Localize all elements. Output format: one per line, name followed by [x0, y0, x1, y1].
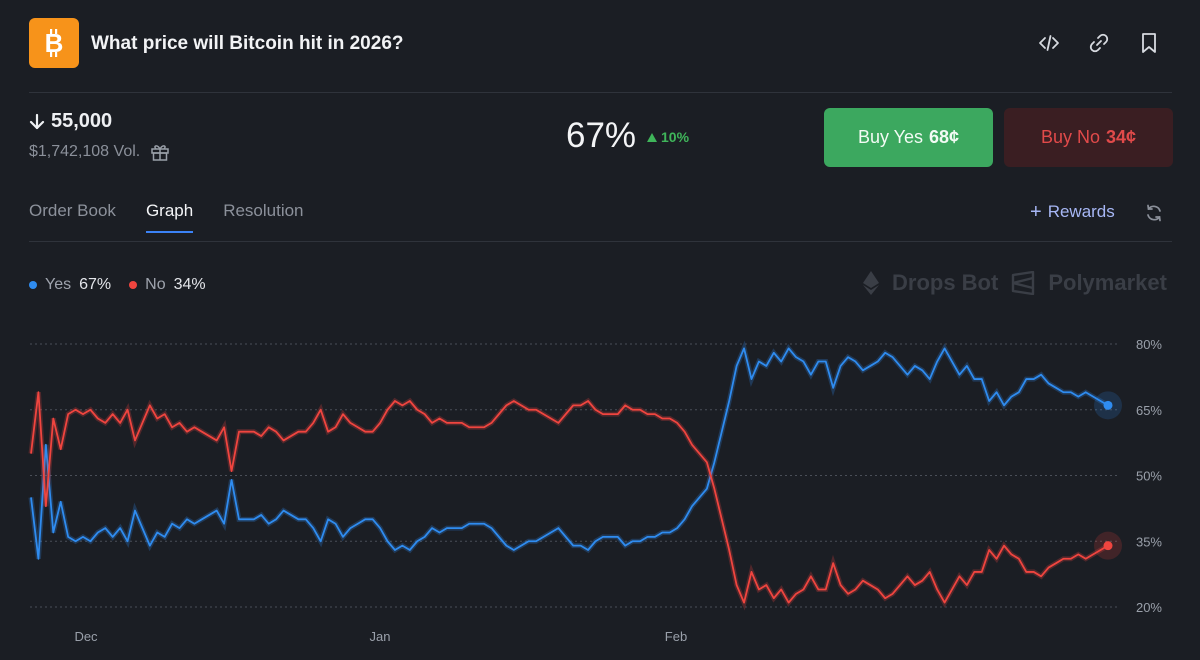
- svg-text:B: B: [45, 28, 64, 58]
- endpoint-dot-no: [1103, 541, 1113, 551]
- bitcoin-logo: B: [29, 18, 79, 68]
- tabs-divider: [29, 241, 1172, 242]
- probability-change: 10%: [647, 129, 689, 145]
- x-tick-label: Jan: [370, 629, 391, 644]
- x-tick-label: Dec: [74, 629, 98, 644]
- series-glow: [28, 340, 1110, 560]
- market-header: B What price will Bitcoin hit in 2026?: [0, 0, 1200, 92]
- yes-dot-icon: [29, 281, 37, 289]
- drops-logo-icon: [863, 271, 879, 295]
- buy-no-label: Buy No: [1040, 127, 1100, 147]
- gift-icon[interactable]: [150, 143, 170, 161]
- price-chart[interactable]: 80% 65% 50% 35% 20% Dec Jan Feb: [0, 330, 1200, 660]
- volume-text: $1,742,108 Vol.: [29, 143, 141, 160]
- rewards-button[interactable]: + Rewards: [1030, 202, 1115, 222]
- series-glow: [28, 391, 1110, 611]
- polymarket-logo-icon: [1012, 271, 1035, 295]
- buy-yes-button[interactable]: Buy Yes 68¢: [824, 108, 993, 167]
- series-line-yes: [30, 347, 1109, 560]
- y-tick-label: 20%: [1136, 600, 1162, 615]
- y-tick-label: 80%: [1136, 337, 1162, 352]
- tab-bar: Order Book Graph Resolution: [29, 201, 304, 233]
- legend-yes-label: Yes: [45, 276, 72, 293]
- tab-graph[interactable]: Graph: [145, 201, 194, 233]
- legend-no-label: No: [145, 276, 166, 293]
- series-line-no: [30, 391, 1109, 604]
- link-icon[interactable]: [1088, 32, 1110, 54]
- y-tick-label: 65%: [1136, 403, 1162, 418]
- price-target: 55,000: [29, 110, 170, 133]
- legend-yes: Yes 67%: [29, 276, 111, 294]
- market-summary: 55,000 $1,742,108 Vol.: [29, 110, 170, 161]
- volume: $1,742,108 Vol.: [29, 143, 170, 161]
- y-tick-label: 35%: [1136, 534, 1162, 549]
- change-value: 10%: [661, 129, 690, 145]
- price-target-value: 55,000: [51, 110, 113, 132]
- bookmark-icon[interactable]: [1138, 32, 1160, 54]
- tab-resolution[interactable]: Resolution: [223, 201, 304, 220]
- legend-no-value: 34%: [173, 276, 206, 293]
- arrow-down-icon: [29, 113, 45, 129]
- chart-legend: Yes 67% No 34%: [29, 276, 206, 294]
- endpoint-dot-yes: [1103, 400, 1113, 410]
- rewards-label: Rewards: [1047, 202, 1115, 221]
- code-icon[interactable]: [1038, 32, 1060, 54]
- watermark-polymarket: Polymarket: [1048, 270, 1167, 295]
- watermark: Drops Bot Polymarket: [862, 270, 1167, 296]
- y-tick-label: 50%: [1136, 469, 1162, 484]
- triangle-up-icon: [647, 132, 657, 142]
- market-title: What price will Bitcoin hit in 2026?: [91, 33, 404, 54]
- buy-yes-price: 68¢: [929, 127, 960, 147]
- watermark-dropsbot: Drops Bot: [892, 270, 999, 295]
- plus-icon: +: [1030, 201, 1042, 223]
- bitcoin-icon: B: [45, 28, 64, 58]
- refresh-icon[interactable]: [1144, 203, 1164, 223]
- no-dot-icon: [129, 281, 138, 289]
- buy-no-button[interactable]: Buy No 34¢: [1004, 108, 1173, 167]
- current-probability: 67%: [566, 116, 637, 155]
- legend-yes-value: 67%: [79, 276, 112, 293]
- buy-yes-label: Buy Yes: [857, 127, 923, 147]
- header-divider: [29, 92, 1172, 93]
- x-tick-label: Feb: [665, 629, 687, 644]
- buy-no-price: 34¢: [1105, 127, 1137, 147]
- legend-no: No 34%: [129, 276, 206, 294]
- tab-order-book[interactable]: Order Book: [29, 201, 116, 220]
